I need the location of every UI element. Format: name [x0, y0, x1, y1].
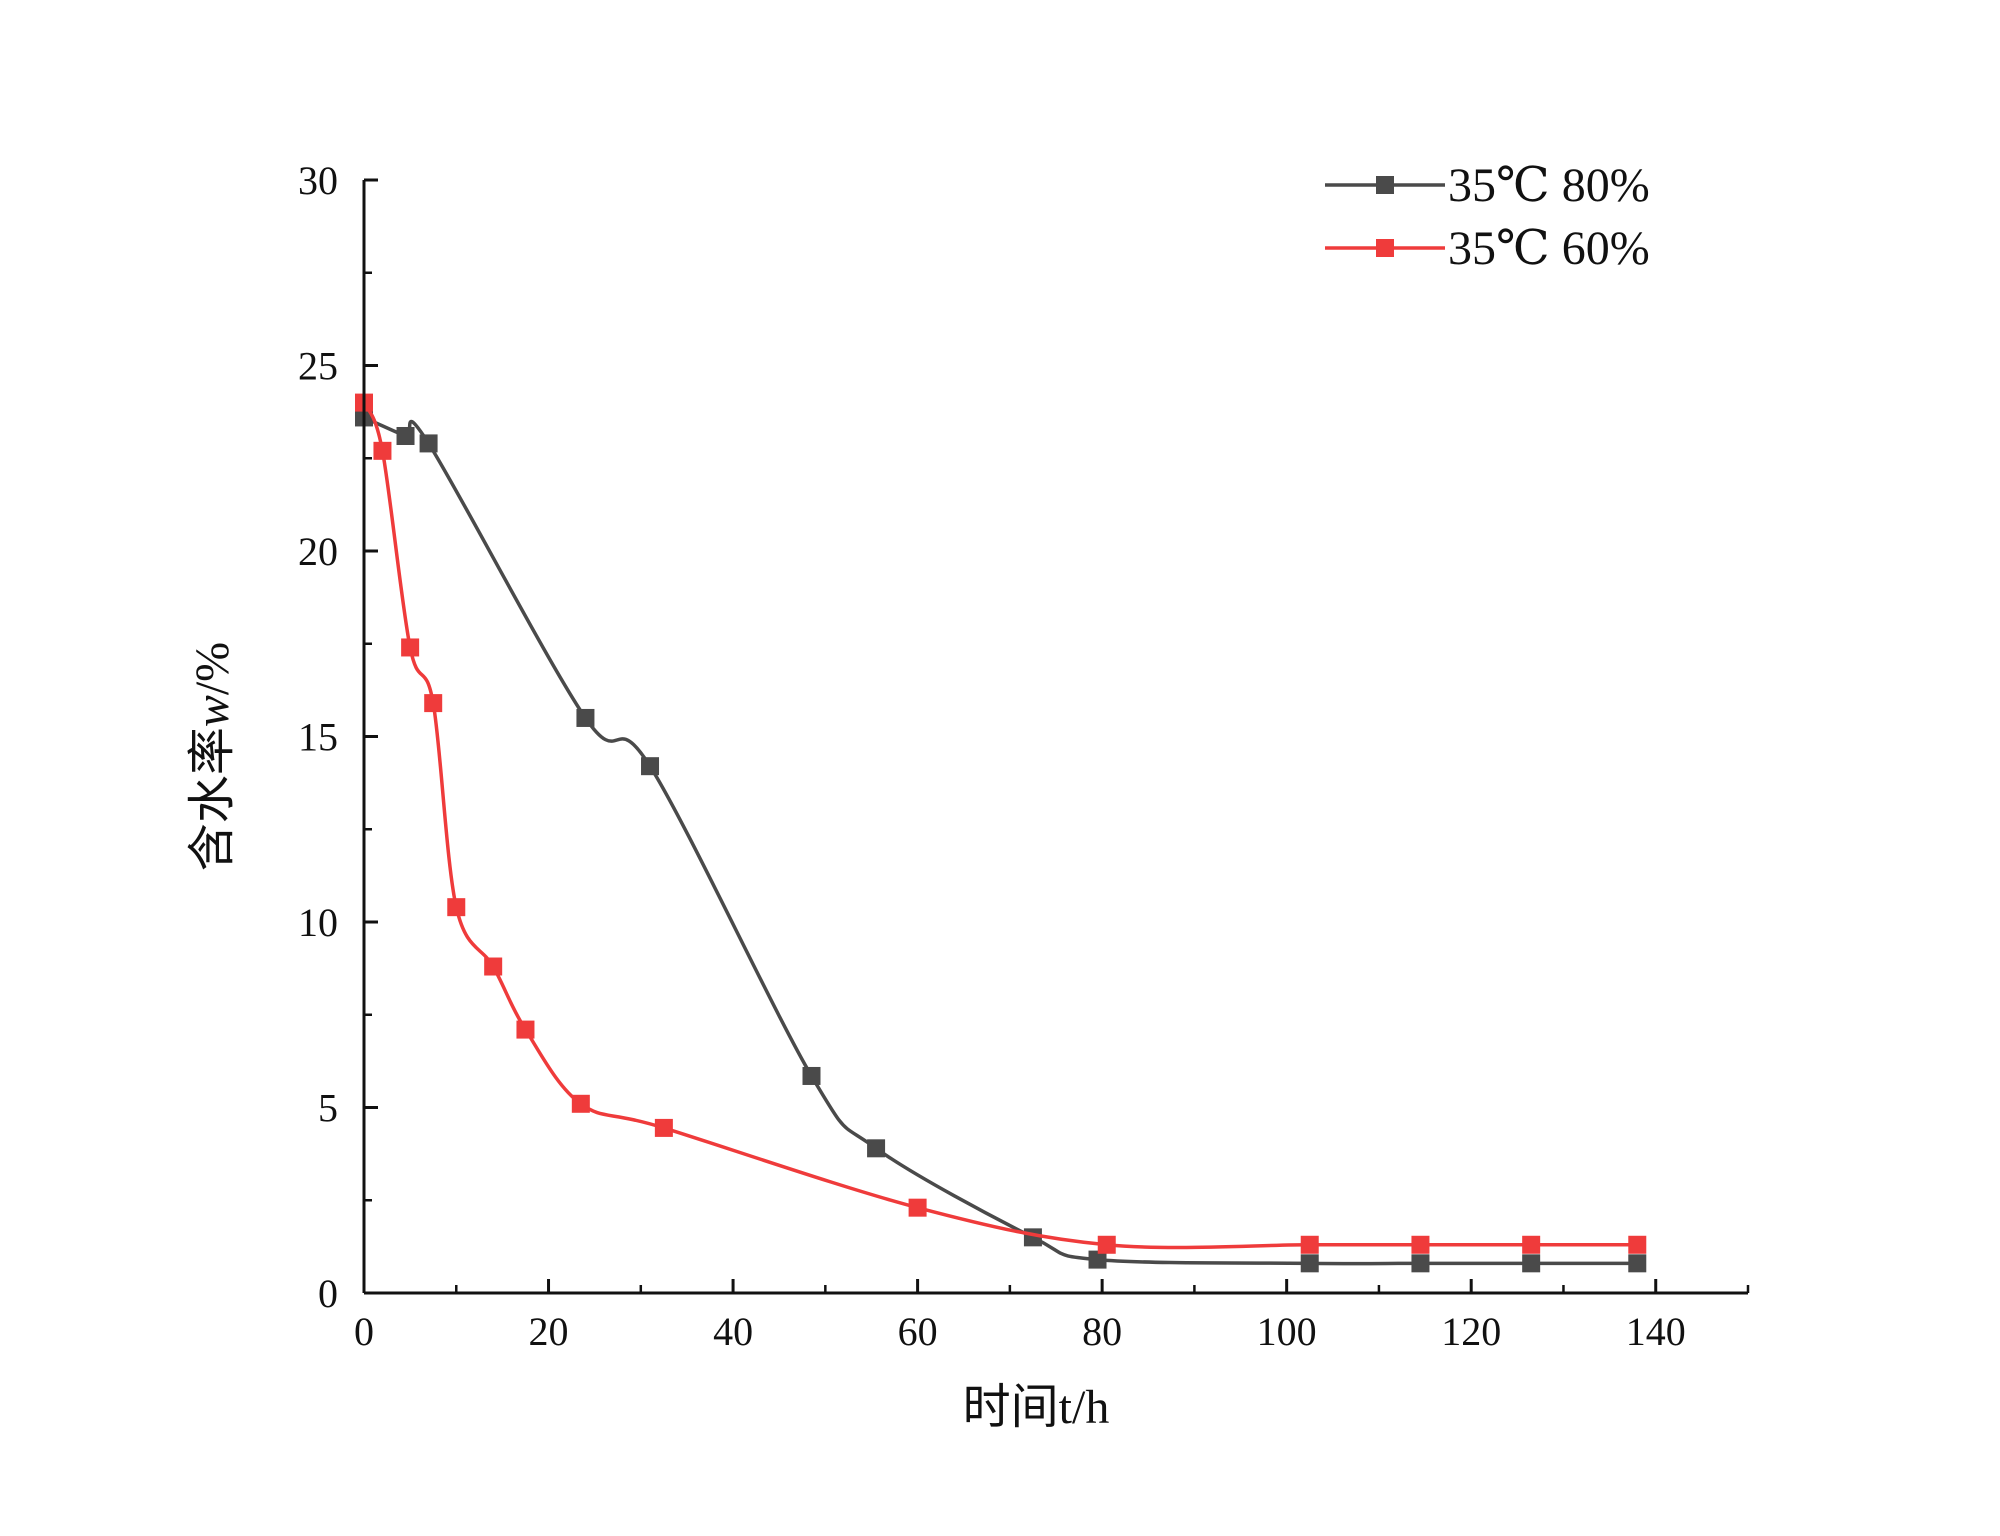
legend-label: 35℃ 80% — [1448, 159, 1650, 212]
series-1 — [355, 408, 1647, 1273]
data-point-marker — [419, 434, 438, 453]
x-tick-label: 40 — [713, 1309, 753, 1354]
y-axis-title-prefix: 含水率 — [186, 727, 239, 871]
data-point-marker — [571, 1094, 590, 1113]
data-point-marker — [1522, 1235, 1541, 1254]
series-2 — [355, 393, 1647, 1254]
y-axis-title: 含水率w/% — [186, 642, 239, 871]
y-tick-label: 25 — [298, 344, 338, 389]
data-point-marker — [802, 1066, 821, 1085]
data-point-marker — [654, 1118, 673, 1137]
x-axis-ticks: 0 20 40 60 80 100 120 140 — [354, 1279, 1750, 1354]
y-tick-label: 0 — [318, 1271, 338, 1316]
y-axis-title-suffix: /% — [186, 642, 239, 695]
y-tick-label: 20 — [298, 529, 338, 574]
data-point-marker — [401, 638, 420, 657]
y-tick-label: 15 — [298, 715, 338, 760]
data-point-marker — [396, 426, 415, 445]
data-point-marker — [1097, 1235, 1116, 1254]
data-point-marker — [1300, 1235, 1319, 1254]
data-point-marker — [373, 441, 392, 460]
data-point-marker — [447, 898, 466, 917]
series-line — [363, 415, 1638, 1266]
plot-area — [355, 393, 1647, 1273]
data-point-marker — [1088, 1250, 1107, 1269]
data-point-marker — [1411, 1254, 1430, 1273]
data-point-marker — [576, 708, 595, 727]
data-point-marker — [641, 757, 660, 776]
x-tick-label: 120 — [1441, 1309, 1501, 1354]
x-axis-title: 时间t/h — [963, 1381, 1110, 1434]
x-tick-label: 140 — [1626, 1309, 1686, 1354]
data-point-marker — [908, 1198, 927, 1217]
legend-item: 35℃ 60% — [1325, 222, 1650, 275]
data-point-marker — [1300, 1254, 1319, 1273]
y-axis-title-variable: w — [186, 695, 239, 727]
x-tick-label: 100 — [1257, 1309, 1317, 1354]
legend-label: 35℃ 60% — [1448, 222, 1650, 275]
series-line — [362, 401, 1638, 1250]
legend-marker-swatch — [1376, 176, 1394, 194]
chart-legend: 35℃ 80% 35℃ 60% — [1325, 159, 1650, 275]
data-point-marker — [484, 957, 503, 976]
data-point-marker — [424, 694, 443, 713]
x-tick-label: 0 — [354, 1309, 374, 1354]
data-point-marker — [1628, 1235, 1647, 1254]
data-point-marker — [867, 1139, 886, 1158]
legend-marker-swatch — [1376, 239, 1394, 257]
x-tick-label: 80 — [1082, 1309, 1122, 1354]
data-point-marker — [1522, 1254, 1541, 1273]
data-point-marker — [516, 1020, 535, 1039]
x-tick-label: 20 — [529, 1309, 569, 1354]
data-point-marker — [1628, 1254, 1647, 1273]
y-tick-label: 5 — [318, 1086, 338, 1131]
y-tick-label: 10 — [298, 900, 338, 945]
x-tick-label: 60 — [898, 1309, 938, 1354]
y-axis-ticks: 0 5 10 15 20 25 30 — [298, 158, 378, 1316]
y-tick-label: 30 — [298, 158, 338, 203]
legend-item: 35℃ 80% — [1325, 159, 1650, 212]
data-point-marker — [1411, 1235, 1430, 1254]
